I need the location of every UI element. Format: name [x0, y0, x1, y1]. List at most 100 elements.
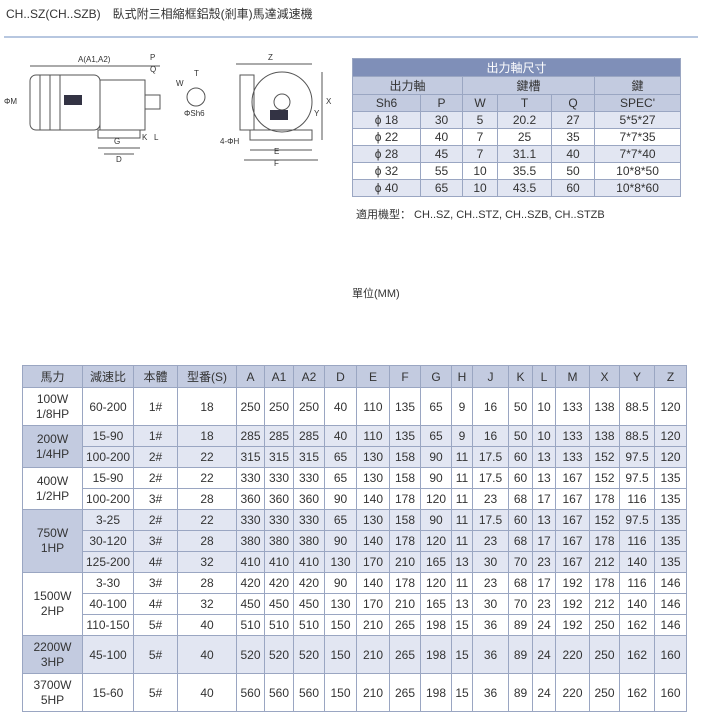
cell: 360 [236, 488, 265, 510]
column-header: K [508, 365, 533, 388]
row: 出力軸尺寸 [351, 58, 682, 77]
cell: 110 [356, 425, 390, 447]
cell: 150 [324, 614, 357, 636]
cell: 146 [654, 614, 687, 636]
cell: 10 [462, 179, 498, 197]
cell: 560 [236, 673, 265, 712]
row: 100-200 2# 22 315 315 315 65 130 158 90 11 17.5 60 13… [22, 446, 687, 468]
cell: 167 [555, 467, 590, 489]
cell: 212 [589, 593, 620, 615]
dimension-drawing: A(A1,A2) ΦM PQ W T ΦSh6 GD K L Z XY 4-ΦH EF [4, 53, 332, 168]
cell: 88.5 [619, 425, 655, 447]
power-cell: 100W 1/8HP [22, 387, 83, 426]
cell: 162 [619, 673, 655, 712]
cell: 330 [236, 509, 265, 531]
cell: 11 [451, 530, 473, 552]
cell: ϕ 22 [352, 128, 421, 146]
cell: 150 [324, 673, 357, 712]
dimension-label: F [274, 159, 279, 168]
cell: 140 [356, 488, 390, 510]
cell: 40 [324, 387, 357, 426]
cell: 160 [654, 673, 687, 712]
cell: 120 [654, 387, 687, 426]
cell: 23 [472, 530, 509, 552]
cell: 36 [472, 673, 509, 712]
cell: 90 [420, 467, 452, 489]
cell: 152 [589, 509, 620, 531]
cell: 17 [532, 488, 556, 510]
cell: 135 [654, 509, 687, 531]
cell: 43.5 [497, 179, 552, 197]
cell: 7*7*35 [593, 128, 682, 146]
cell: 10 [532, 387, 556, 426]
cell: 50 [508, 387, 533, 426]
cell: 130 [356, 509, 390, 531]
unit-note: 單位(MM) [352, 288, 400, 300]
cell: 146 [654, 572, 687, 594]
cell: 18 [177, 425, 237, 447]
row: 750W 1HP 3-25 2# 22 330 330 330 65 130 158 90 11 17.5… [22, 509, 687, 573]
cell: 40 [177, 614, 237, 636]
cell: 100-200 [82, 446, 134, 468]
cell: 178 [589, 572, 620, 594]
header-row: 馬力 減速比 本體 型番(S) A A1 A2 D E F G H J K L M X Y Z [22, 365, 687, 388]
cell: 212 [589, 551, 620, 573]
cell: 1# [133, 425, 178, 447]
cell: 60 [551, 179, 595, 197]
cell: 210 [356, 614, 390, 636]
cell: 10*8*50 [593, 162, 682, 180]
cell: 167 [555, 530, 590, 552]
cell: 133 [555, 446, 590, 468]
power-text: 100W [36, 391, 69, 406]
power-text: 3HP [40, 654, 65, 669]
cell: 23 [532, 593, 556, 615]
row: 200W 1/4HP 15-90 1# 18 285 285 285 40 110 135 65 9 16… [22, 425, 687, 468]
cell: 210 [389, 593, 421, 615]
cell: 178 [389, 572, 421, 594]
cell: 410 [236, 551, 265, 573]
cell: 90 [324, 572, 357, 594]
cell: 198 [420, 673, 452, 712]
cell: 68 [508, 530, 533, 552]
dimension-label: X [326, 97, 332, 106]
cell: 410 [264, 551, 294, 573]
cell: 15-60 [82, 673, 134, 712]
group-header: 鍵 [593, 76, 682, 95]
cell: 10 [462, 162, 498, 180]
cell: 330 [293, 467, 325, 489]
cell: 520 [264, 635, 294, 674]
cell: 11 [451, 446, 473, 468]
cell: 380 [293, 530, 325, 552]
cell: 17 [532, 530, 556, 552]
cell: 23 [472, 572, 509, 594]
dimension-label: P [150, 53, 155, 62]
column-header: 型番(S) [177, 365, 237, 388]
row: 30-120 3# 28 380 380 380 90 140 178 120 11 23 68 17 16… [22, 530, 687, 552]
cell: 40 [177, 673, 237, 712]
cell: 10*8*60 [593, 179, 682, 197]
cell: 5 [462, 111, 498, 129]
column-header: Sh6 [352, 94, 421, 112]
cell: 152 [589, 467, 620, 489]
cell: 5# [133, 673, 178, 712]
cell: ϕ 18 [352, 111, 421, 129]
cell: 3# [133, 530, 178, 552]
column-header: X [589, 365, 620, 388]
column-header: H [451, 365, 473, 388]
cell: 35 [551, 128, 595, 146]
dimension-label: 4-ΦH [220, 137, 239, 146]
dimension-label: W [176, 79, 184, 88]
cell: 285 [293, 425, 325, 447]
cell: 285 [264, 425, 294, 447]
column-header: T [497, 94, 552, 112]
cell: 265 [389, 673, 421, 712]
cell: 450 [236, 593, 265, 615]
cell: 140 [356, 530, 390, 552]
cell: 360 [293, 488, 325, 510]
cell: 178 [589, 488, 620, 510]
power-cell: 750W 1HP [22, 509, 83, 573]
cell: 165 [420, 593, 452, 615]
cell: 158 [389, 467, 421, 489]
cell: 250 [589, 673, 620, 712]
